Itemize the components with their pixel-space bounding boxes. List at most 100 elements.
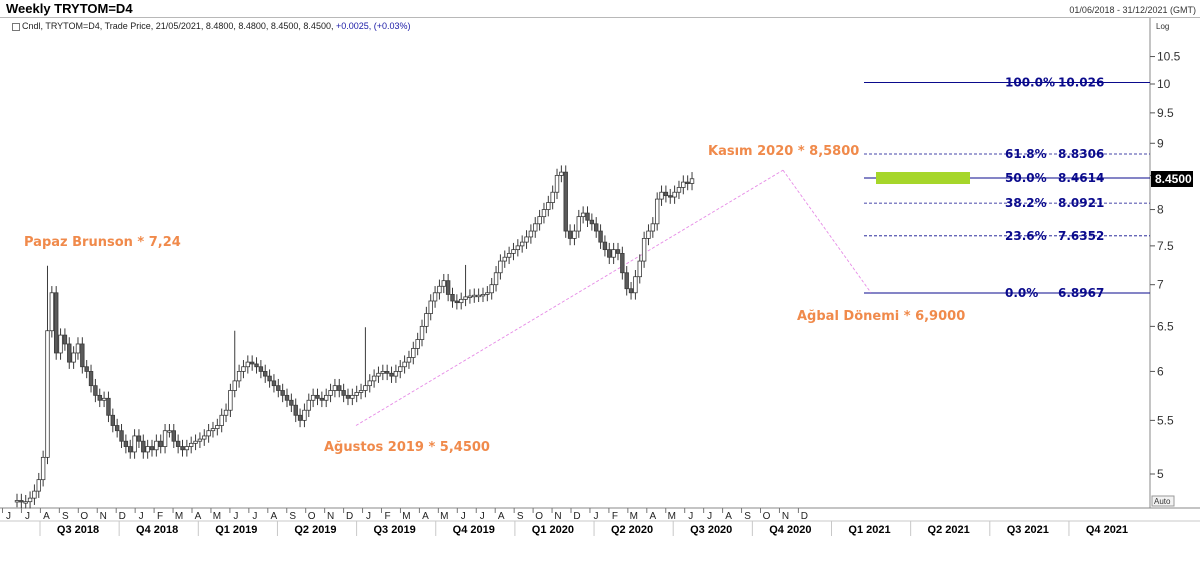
candle: [14, 493, 20, 508]
month-label: D: [801, 511, 808, 522]
candle: [341, 383, 346, 403]
y-tick-label: 5.5: [1157, 413, 1174, 427]
candle: [428, 294, 433, 321]
auto-scale-toggle[interactable]: Auto: [1151, 495, 1175, 507]
month-label: S: [744, 511, 751, 522]
candle: [324, 388, 329, 408]
month-label: F: [612, 511, 618, 522]
candle: [132, 429, 137, 459]
annotation-kasim-2020: Kasım 2020 * 8,5800: [708, 144, 859, 159]
candle: [206, 423, 211, 443]
candle: [71, 346, 76, 369]
candle: [511, 242, 516, 261]
candle: [228, 383, 233, 418]
candles: [14, 165, 695, 509]
candle: [245, 355, 251, 374]
candle: [354, 385, 359, 403]
candle: [437, 279, 442, 300]
candle: [280, 383, 285, 403]
candle: [319, 391, 325, 408]
candle: [58, 328, 63, 360]
month-label: J: [233, 511, 238, 522]
month-label: N: [100, 511, 107, 522]
candle: [197, 432, 203, 449]
candle: [263, 364, 268, 383]
candle: [236, 364, 242, 388]
month-label: A: [725, 511, 732, 522]
candle: [524, 230, 529, 249]
candle: [337, 378, 342, 398]
month-label: A: [195, 511, 202, 522]
candle: [681, 175, 686, 195]
quarter-label: Q4 2021: [1086, 524, 1128, 536]
month-label: O: [308, 511, 316, 522]
month-label: A: [649, 511, 656, 522]
candle: [663, 185, 669, 203]
month-label: M: [630, 511, 638, 522]
candle: [559, 165, 564, 183]
candle: [188, 436, 194, 454]
candle: [136, 429, 142, 449]
candle: [641, 231, 647, 268]
chart-title: Weekly TRYTOM=D4: [6, 1, 133, 16]
candle: [498, 254, 503, 280]
month-label: J: [707, 511, 712, 522]
quarter-label: Q4 2018: [136, 524, 178, 536]
candle: [602, 235, 608, 257]
month-label: J: [593, 511, 598, 522]
candle: [472, 288, 477, 303]
candle: [202, 429, 207, 446]
y-tick-label: 9.5: [1157, 106, 1174, 120]
candle: [145, 439, 150, 459]
candle: [676, 180, 682, 200]
fib-level-value: 7.6352: [1058, 229, 1104, 243]
candle: [485, 286, 490, 302]
candle: [175, 434, 181, 454]
trendline-down: [782, 169, 872, 294]
date-range: 01/06/2018 - 31/12/2021 (GMT): [1069, 5, 1196, 15]
last-price-tag: 8.4500: [1151, 171, 1193, 187]
candle: [672, 185, 677, 204]
candle: [193, 434, 198, 451]
plot-frame: [0, 18, 1200, 522]
candle: [546, 195, 551, 217]
candle: [685, 175, 690, 191]
candle: [363, 327, 368, 398]
y-tick-label: 10: [1157, 77, 1171, 91]
fib-level-pct: 38.2%: [1005, 196, 1047, 210]
quarter-label: Q1 2021: [848, 524, 890, 536]
candle: [620, 246, 625, 280]
quarter-label: Q1 2020: [532, 524, 574, 536]
candle: [184, 439, 190, 457]
candle: [345, 388, 351, 406]
candle: [432, 286, 438, 308]
month-label: S: [62, 511, 69, 522]
month-label: J: [252, 511, 257, 522]
quarter-label: Q3 2020: [690, 524, 732, 536]
month-label: M: [668, 511, 676, 522]
month-label: M: [402, 511, 410, 522]
candle: [480, 287, 486, 303]
candle: [249, 355, 255, 371]
candle: [506, 246, 512, 265]
month-label: O: [535, 511, 543, 522]
candle: [141, 434, 146, 459]
trend-lines: [355, 169, 872, 426]
candle: [215, 418, 220, 436]
month-label: M: [440, 511, 448, 522]
candle: [467, 289, 473, 304]
candle: [45, 265, 50, 465]
candle: [419, 319, 425, 347]
candle: [502, 250, 507, 268]
candle: [476, 288, 481, 303]
candle: [167, 423, 172, 438]
candle: [267, 369, 272, 388]
candle: [32, 484, 37, 505]
candle: [123, 434, 129, 454]
candle: [424, 306, 429, 334]
candle: [241, 360, 246, 379]
candle: [411, 341, 416, 365]
month-label: A: [422, 511, 429, 522]
month-label: J: [480, 511, 485, 522]
candle: [489, 277, 494, 300]
